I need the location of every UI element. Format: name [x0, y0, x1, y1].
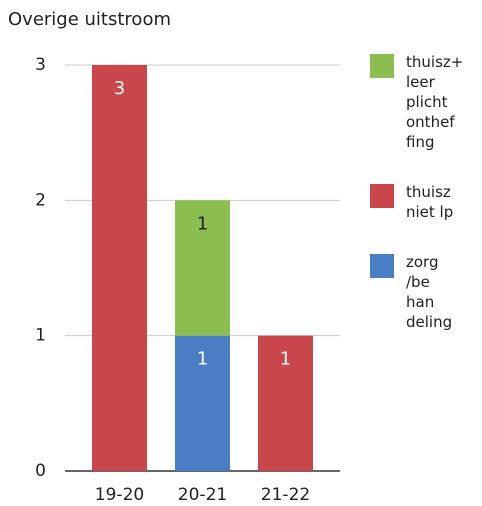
chart-title: Overige uitstroom	[8, 9, 171, 30]
legend-label: thuisz+ leer plicht onthef fing	[406, 53, 464, 151]
x-tick-label: 19-20	[95, 485, 144, 505]
bar-segment	[92, 65, 147, 471]
bar-segment	[175, 335, 230, 471]
y-tick-label: 0	[35, 461, 46, 481]
bar-segment	[175, 200, 230, 336]
legend: thuisz+ leer plicht onthef fing thuisz ni…	[370, 52, 463, 332]
legend-swatch	[370, 54, 394, 78]
y-tick-label: 2	[35, 190, 46, 210]
data-label: 1	[197, 213, 208, 234]
chart: Overige uitstroom 0 1 2 3 19-20 3 20-21 1 1 21-22…	[8, 9, 340, 505]
x-tick-label: 20-21	[178, 485, 227, 505]
x-tick-label: 21-22	[261, 485, 310, 505]
legend-entry: thuisz niet lp	[370, 182, 463, 222]
bar-segment	[258, 335, 313, 471]
data-label: 1	[197, 349, 208, 370]
legend-swatch	[370, 254, 394, 278]
data-label: 1	[280, 349, 291, 370]
y-tick-label: 3	[35, 55, 46, 75]
legend-label: zorg /be han deling	[406, 253, 453, 331]
data-label: 3	[114, 78, 125, 99]
legend-swatch	[370, 184, 394, 208]
legend-entry: thuisz+ leer plicht onthef fing	[370, 52, 463, 152]
legend-entry: zorg /be han deling	[370, 252, 463, 332]
legend-label: thuisz niet lp	[406, 183, 454, 221]
y-tick-label: 1	[35, 326, 46, 346]
